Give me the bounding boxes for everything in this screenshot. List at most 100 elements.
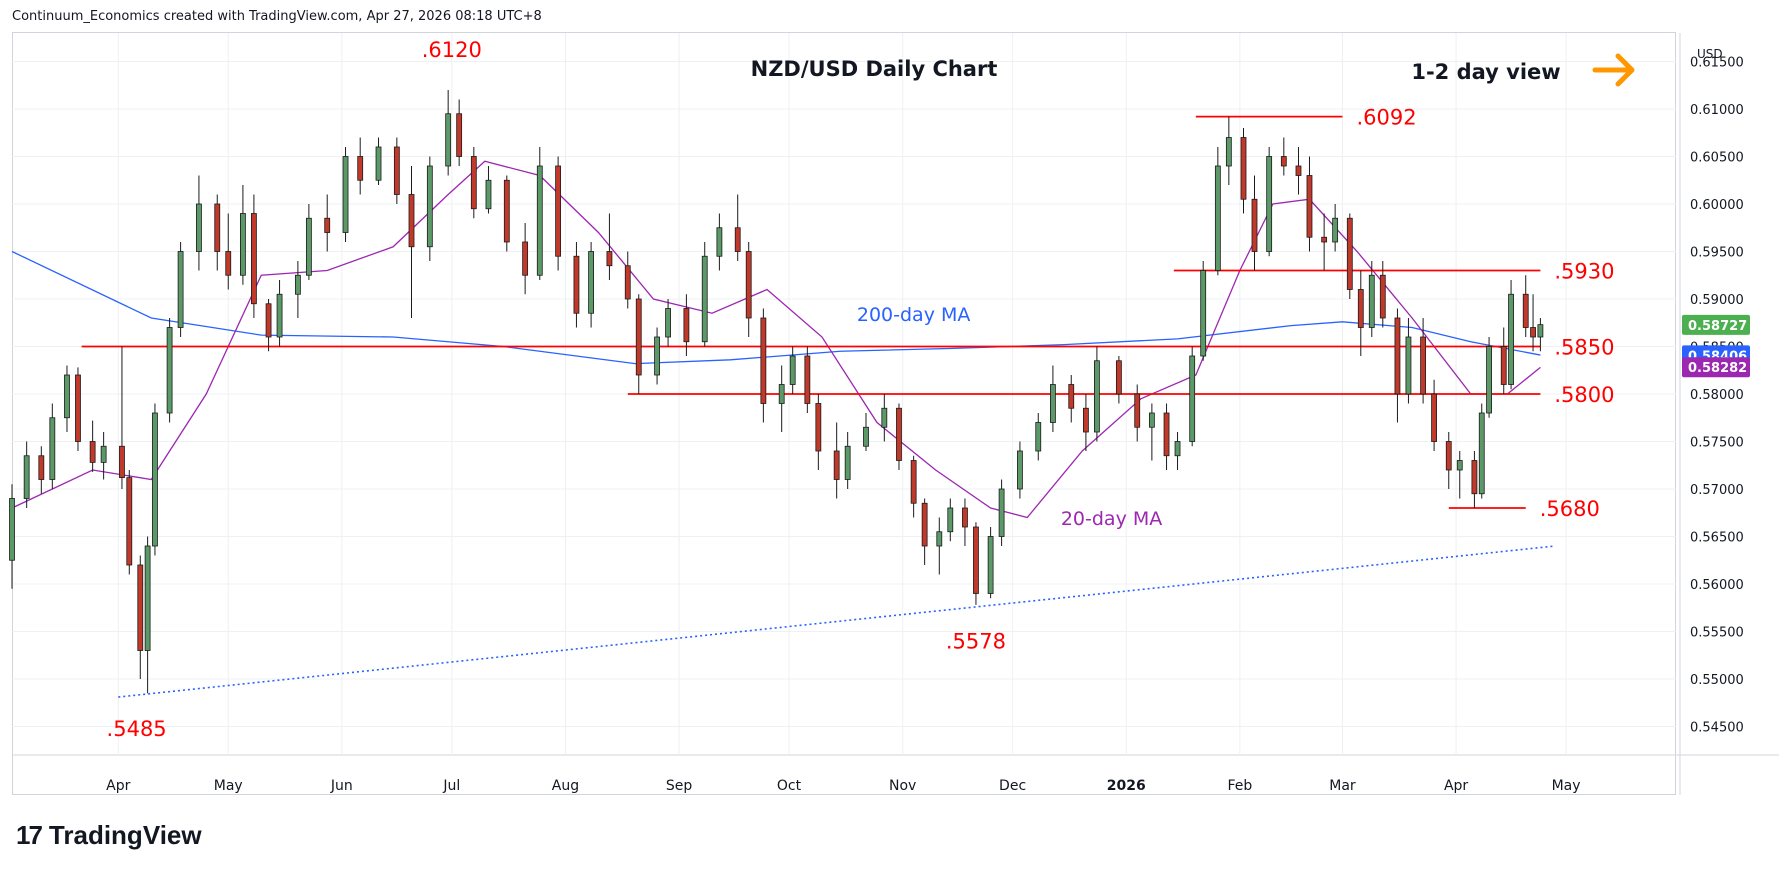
candle-body <box>1405 336 1412 395</box>
x-axis: Apr May Jun Jul Aug Sep Oct Nov Dec 2026 Feb Mar Apr… <box>106 778 1580 794</box>
arrow-right-icon <box>1592 53 1635 87</box>
candle-body <box>1093 360 1100 433</box>
candle-body <box>1456 460 1463 471</box>
chart-frame[interactable] <box>12 32 1676 795</box>
level-label: .5800 <box>1554 383 1614 407</box>
annotation-label: 200-day MA <box>857 304 971 326</box>
candle-body <box>804 355 811 404</box>
candle-body <box>654 336 660 376</box>
annotation-label: .5485 <box>107 717 167 741</box>
candle-body <box>1115 360 1122 395</box>
candle-body <box>38 455 45 480</box>
candle-body <box>1266 156 1273 252</box>
candle-body <box>503 179 510 243</box>
x-tick-label: 2026 <box>1107 778 1146 794</box>
candle-body <box>1530 327 1536 338</box>
candle-body <box>294 274 301 295</box>
level-label: .5680 <box>1540 497 1600 521</box>
candle-body <box>408 194 415 248</box>
x-tick-label: May <box>1552 778 1581 794</box>
header-attribution: Continuum_Economics created with Trading… <box>12 9 542 24</box>
candle-body <box>588 251 595 314</box>
candle-body <box>251 213 257 305</box>
candle-body <box>225 251 232 276</box>
candle-body <box>936 531 943 547</box>
candle-body <box>789 355 796 385</box>
candle-body <box>1522 293 1529 328</box>
candle-body <box>1068 384 1075 409</box>
candle-body <box>573 255 580 314</box>
tradingview-logo[interactable]: 17 TradingView <box>16 820 202 851</box>
view-label: 1-2 day view <box>1411 60 1560 84</box>
candle-body <box>962 507 968 528</box>
candle-body <box>1295 165 1302 176</box>
y-tick-label: 0.60500 <box>1690 151 1744 166</box>
annotations: .6120 .5485 .5578 200-day MA 20-day MA <box>107 38 1163 741</box>
y-tick-label: 0.61000 <box>1690 103 1744 118</box>
currency-label: USD <box>1697 47 1723 61</box>
levels: .5850 .5800 .5930 .6092 .5680 <box>81 106 1615 521</box>
candle-body <box>426 165 433 248</box>
candle-body <box>555 165 562 257</box>
candle-body <box>1134 393 1141 428</box>
candle-body <box>606 251 613 267</box>
candle-body <box>1306 175 1313 238</box>
x-tick-label: May <box>214 778 243 794</box>
annotation-label: .5578 <box>946 630 1006 654</box>
candle-body <box>1368 274 1375 328</box>
candles <box>9 90 1544 694</box>
tv-brand-text: TradingView <box>48 820 202 850</box>
candle-body <box>137 564 144 651</box>
x-tick-label: Nov <box>889 778 916 794</box>
candle-body <box>1346 217 1353 290</box>
candle-body <box>214 203 221 252</box>
y-tick-label: 0.56500 <box>1690 531 1744 546</box>
candle-body <box>1035 422 1042 452</box>
candle-body <box>265 303 272 338</box>
candle-body <box>1321 236 1328 243</box>
candle-body <box>1280 156 1287 167</box>
x-tick-label: Oct <box>777 778 802 794</box>
candle-body <box>305 217 312 276</box>
x-tick-label: Sep <box>666 778 693 794</box>
support-trendline <box>118 545 1556 698</box>
y-tick-label: 0.54500 <box>1690 721 1744 736</box>
price-tag-text: 0.58282 <box>1688 361 1747 376</box>
candle-body <box>126 477 133 566</box>
trendline <box>118 545 1556 698</box>
candle-body <box>375 146 382 181</box>
y-axis: 0.61500 0.61000 0.60500 0.60000 0.59500 0.590… <box>1690 56 1744 736</box>
candle-body <box>100 445 107 463</box>
candle-body <box>144 545 151 651</box>
x-tick-label: Apr <box>1444 778 1468 794</box>
x-tick-label: Dec <box>999 778 1026 794</box>
candle-body <box>1394 317 1401 395</box>
candle-body <box>9 498 15 561</box>
candle-body <box>745 251 752 319</box>
candle-body <box>1420 336 1427 395</box>
candle-body <box>1357 289 1364 328</box>
candle-body <box>987 536 994 594</box>
candle-body <box>998 488 1005 537</box>
candle-body <box>324 217 331 233</box>
candle-body <box>196 203 202 252</box>
candle-body <box>844 445 851 480</box>
ma20-line <box>11 160 1541 519</box>
candle-body <box>1017 450 1023 490</box>
price-tag-text: 0.58727 <box>1688 319 1747 334</box>
ma200-line <box>11 250 1541 365</box>
candle-body <box>445 113 452 167</box>
x-tick-label: Apr <box>106 778 130 794</box>
price-tag <box>1682 357 1750 378</box>
y-tick-label: 0.61500 <box>1690 56 1744 71</box>
candle-body <box>89 441 96 463</box>
candle-body <box>1148 412 1155 428</box>
candle-body <box>1486 346 1492 414</box>
candle-body <box>624 265 631 300</box>
candle-body <box>485 179 492 210</box>
y-tick-label: 0.59500 <box>1690 246 1744 261</box>
candle-body <box>701 255 708 343</box>
candle-body <box>973 526 979 594</box>
candle-body <box>23 455 30 499</box>
